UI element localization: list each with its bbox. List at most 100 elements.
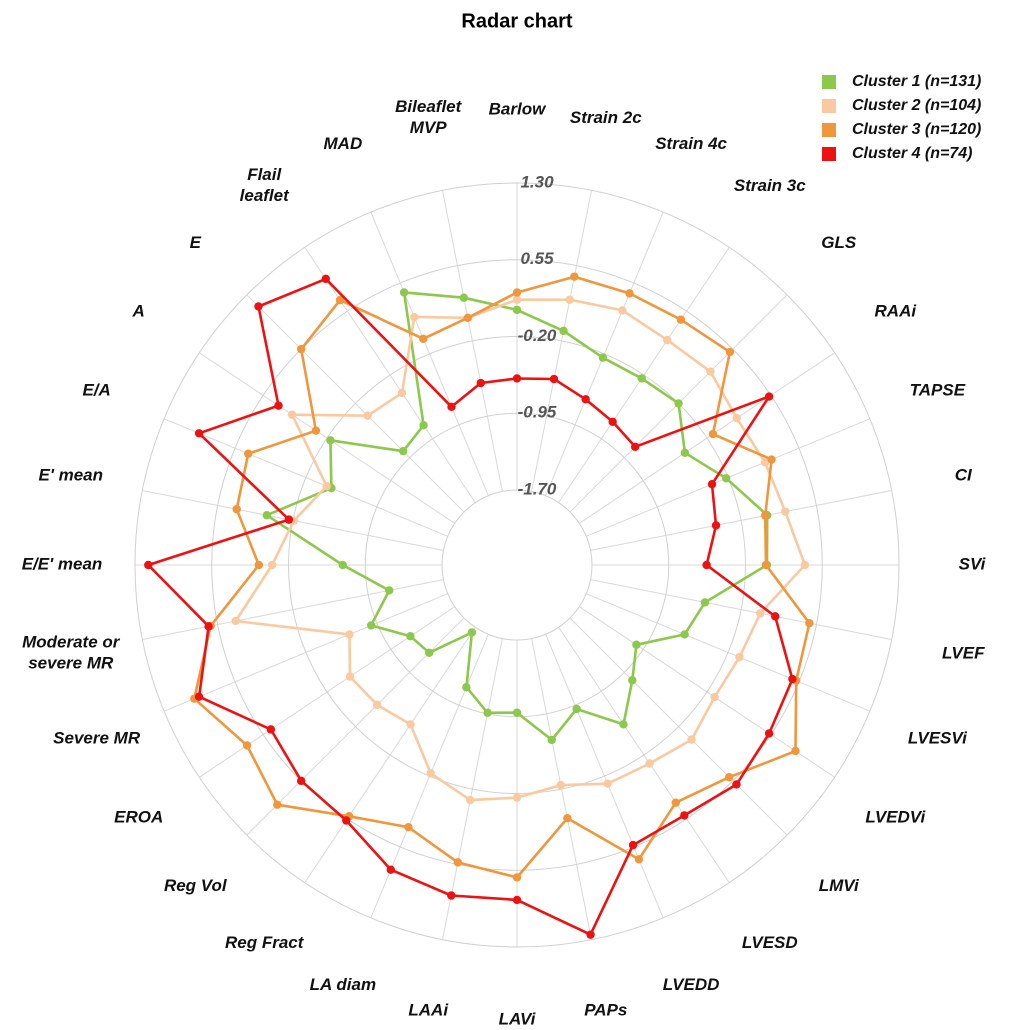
category-label: LVESD — [742, 933, 798, 952]
data-point — [406, 720, 415, 729]
data-point — [194, 692, 204, 701]
data-point — [410, 312, 419, 322]
data-point — [512, 288, 522, 297]
data-point — [632, 640, 641, 649]
category-label: Severe MR — [53, 729, 141, 748]
legend-swatch — [822, 123, 836, 137]
grid-ring — [134, 182, 900, 948]
data-point — [274, 401, 283, 410]
tick-label: -0.95 — [518, 403, 557, 422]
category-label: E/E' mean — [22, 554, 103, 573]
data-point — [687, 735, 696, 744]
category-label: E — [190, 233, 202, 252]
category-label: Barlow — [489, 99, 547, 118]
data-point — [284, 515, 294, 524]
data-point — [760, 511, 770, 520]
category-label: SVi — [959, 554, 987, 573]
data-point — [581, 395, 590, 404]
data-point — [680, 811, 689, 820]
category-label: E/A — [82, 380, 110, 399]
grid-ring — [211, 259, 823, 871]
data-point — [459, 293, 469, 302]
data-point — [732, 780, 741, 789]
category-label: LMVi — [819, 876, 860, 895]
data-point — [512, 793, 522, 802]
data-point — [619, 720, 628, 729]
data-point — [706, 367, 715, 376]
data-point — [559, 326, 568, 336]
category-label: A — [132, 302, 145, 321]
data-point — [800, 560, 810, 570]
data-point — [603, 779, 612, 788]
data-point — [755, 609, 765, 618]
data-point — [628, 840, 638, 850]
data-point — [447, 402, 456, 412]
data-point — [266, 725, 276, 734]
data-point — [760, 458, 770, 467]
data-point — [335, 295, 345, 305]
tick-label: 1.30 — [520, 172, 554, 191]
data-point — [707, 480, 717, 489]
data-point — [345, 672, 355, 681]
category-label: Reg Fract — [225, 933, 305, 952]
data-point — [625, 289, 634, 298]
category-label: LVEDD — [663, 975, 720, 994]
data-point — [680, 448, 690, 458]
data-point — [204, 622, 213, 631]
data-point — [404, 822, 413, 832]
legend-swatch — [822, 75, 836, 89]
data-point — [634, 855, 644, 864]
data-point — [287, 410, 297, 419]
data-point — [788, 674, 797, 684]
category-label: PAPs — [584, 1001, 627, 1020]
data-point — [663, 335, 672, 345]
data-point — [242, 741, 252, 750]
data-point — [326, 436, 335, 445]
data-point — [608, 417, 617, 427]
grid-ring — [441, 489, 593, 641]
data-point — [372, 700, 382, 710]
data-point — [244, 449, 253, 458]
data-point — [764, 392, 774, 401]
data-point — [676, 315, 686, 324]
category-label: EROA — [114, 807, 163, 826]
data-point — [476, 378, 486, 388]
category-label: GLS — [821, 233, 857, 252]
data-point — [463, 313, 473, 323]
category-label: LVEDVi — [865, 807, 926, 826]
data-point — [296, 344, 306, 354]
data-point — [512, 873, 522, 882]
data-point — [398, 446, 408, 456]
data-point — [630, 442, 640, 452]
tick-label: 0.55 — [520, 249, 554, 268]
data-point — [267, 560, 277, 570]
data-point — [767, 455, 776, 464]
chart-title: Radar chart — [461, 10, 572, 32]
data-point — [791, 746, 800, 756]
data-point — [512, 305, 522, 315]
data-point — [628, 676, 637, 685]
series-line — [193, 275, 811, 879]
data-point — [466, 795, 475, 805]
category-label: TAPSE — [910, 380, 966, 399]
tick-label: -1.70 — [518, 479, 557, 498]
data-point — [512, 374, 522, 383]
data-point — [231, 616, 240, 626]
data-point — [342, 816, 351, 825]
data-point — [385, 586, 394, 595]
legend-label: Cluster 2 (n=104) — [852, 97, 981, 114]
data-point — [572, 704, 581, 714]
data-point — [556, 780, 565, 790]
data-point — [781, 507, 790, 516]
category-label: LA diam — [310, 975, 376, 994]
data-point — [549, 374, 559, 384]
data-point — [565, 295, 574, 304]
category-label: LAVi — [499, 1009, 537, 1028]
category-label: MAD — [324, 134, 363, 153]
data-point — [771, 612, 780, 621]
data-point — [483, 708, 492, 718]
data-point — [386, 865, 395, 874]
legend-label: Cluster 4 (n=74) — [852, 145, 972, 162]
data-point — [419, 334, 428, 343]
data-point — [321, 274, 331, 284]
